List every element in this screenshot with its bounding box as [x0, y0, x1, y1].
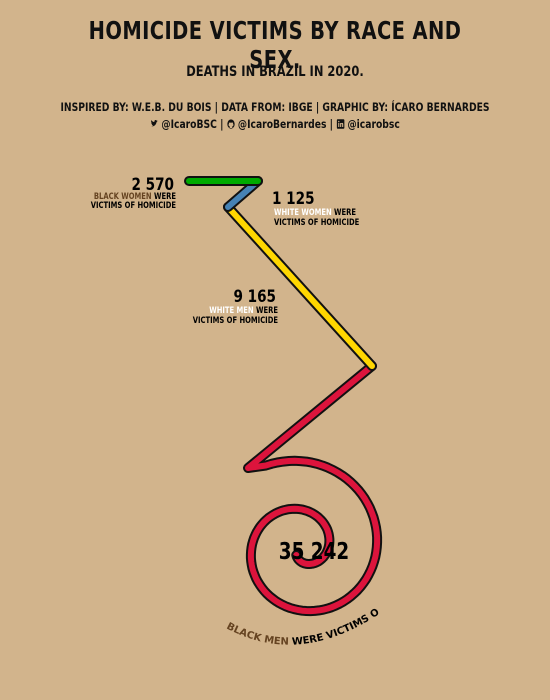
segment-white-men	[225, 204, 375, 369]
series-name-black-women: BLACK WOMEN	[94, 191, 152, 201]
series-suffix-white-women: WERE	[334, 207, 356, 217]
series-label-white-women: WHITE WOMEN WERE	[274, 207, 356, 217]
value-label-white-women: 1 125	[272, 189, 315, 209]
series-suffix2-black-women: VICTIMS OF HOMICIDE	[91, 200, 176, 210]
social-line: @IcaroBSC | @IcaroBernardes | @icarobsc	[55, 116, 495, 133]
github-handle[interactable]: @IcaroBernardes	[237, 117, 327, 131]
series-suffix-black-women: WERE	[154, 191, 176, 201]
series-name-black-men: BLACK MEN	[225, 621, 289, 648]
series-name-white-men: WHITE MEN	[209, 305, 253, 315]
linkedin-handle[interactable]: @icarobsc	[347, 117, 400, 131]
page-subtitle: DEATHS IN BRAZIL IN 2020.	[186, 64, 364, 80]
credits-line: INSPIRED BY: W.E.B. DU BOIS | DATA FROM:…	[60, 100, 490, 114]
series-label-white-men: WHITE MEN WERE	[209, 305, 278, 315]
series-name-white-women: WHITE WOMEN	[274, 207, 332, 217]
value-label-white-men: 9 165	[233, 287, 276, 307]
separator: |	[329, 117, 334, 131]
series-suffix2-white-women: VICTIMS OF HOMICIDE	[274, 217, 359, 227]
series-suffix-white-men: WERE	[256, 305, 278, 315]
value-label-black-men: 35 242	[279, 538, 349, 565]
series-label-black-women: BLACK WOMEN WERE	[94, 191, 176, 201]
credits: INSPIRED BY: W.E.B. DU BOIS | DATA FROM:…	[55, 99, 495, 133]
linkedin-icon	[336, 119, 344, 129]
separator: |	[220, 117, 224, 131]
value-label-black-women: 2 570	[131, 175, 174, 195]
series-suffix2-white-men: VICTIMS OF HOMICIDE	[193, 315, 278, 325]
twitter-icon	[150, 120, 158, 127]
page-title: HOMICIDE VICTIMS BY RACE AND SEX.	[88, 16, 462, 74]
github-icon	[227, 119, 235, 129]
segment-black-men	[245, 363, 381, 615]
twitter-handle[interactable]: @IcaroBSC	[161, 117, 217, 131]
